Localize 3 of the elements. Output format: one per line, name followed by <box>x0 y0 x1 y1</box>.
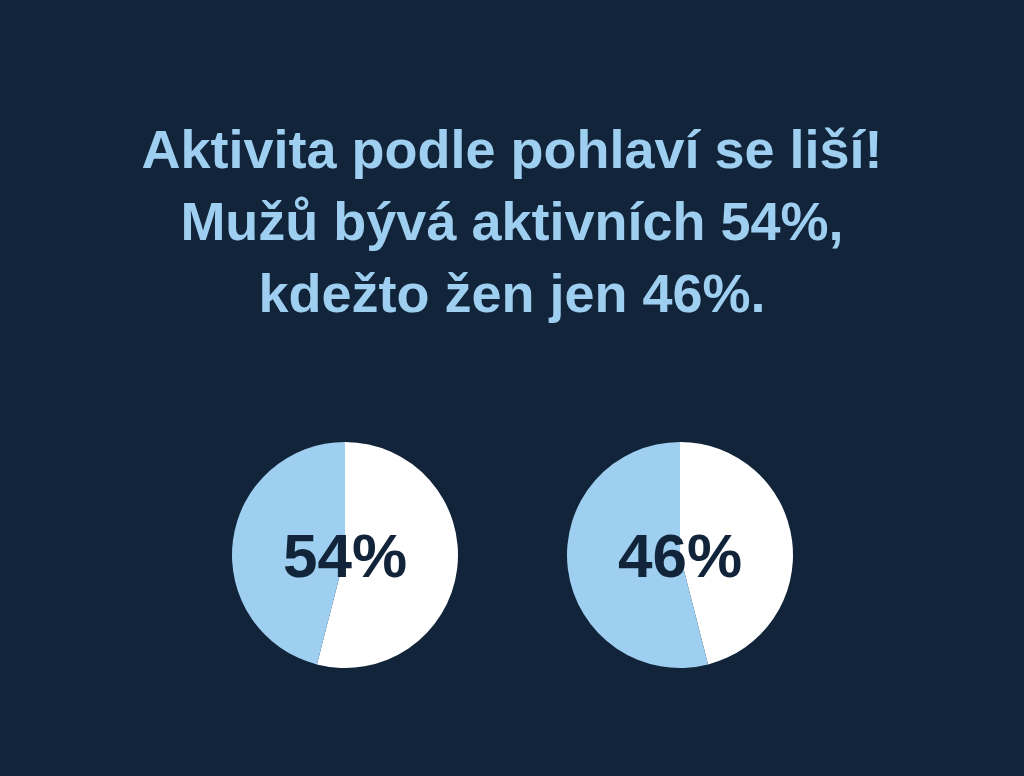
chart-title: Aktivita podle pohlaví se liší! Mužů bývá aktivních 54%, kdežto žen jen 46%. <box>141 119 883 323</box>
data-label: 54% <box>282 520 408 590</box>
data-label: 46% <box>617 520 743 590</box>
